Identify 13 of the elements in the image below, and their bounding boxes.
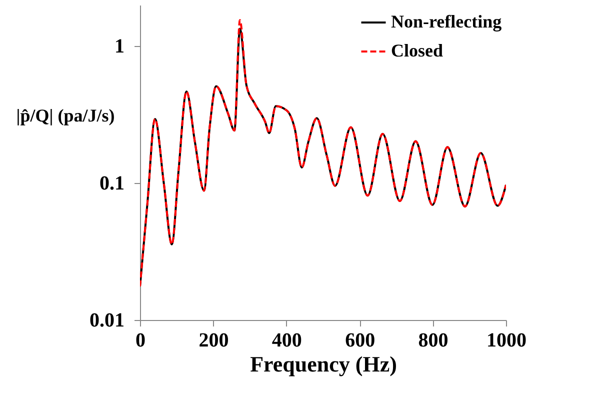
x-tick-label: 0: [136, 330, 146, 352]
y-tick-label: 0.01: [90, 310, 124, 332]
x-tick-label: 600: [345, 330, 376, 352]
y-axis-title: |p̂/Q| (pa/J/s): [16, 106, 115, 126]
legend-label: Non-reflecting: [391, 12, 502, 32]
x-tick-label: 400: [272, 330, 302, 352]
x-axis-title: Frequency (Hz): [250, 352, 397, 376]
y-tick-label: 0.1: [100, 172, 124, 195]
x-tick-label: 200: [198, 330, 229, 352]
y-tick-label: 1: [114, 36, 124, 58]
legend-label: Closed: [391, 40, 444, 60]
x-tick-label: 800: [418, 330, 448, 352]
x-tick-label: 1000: [486, 330, 526, 352]
